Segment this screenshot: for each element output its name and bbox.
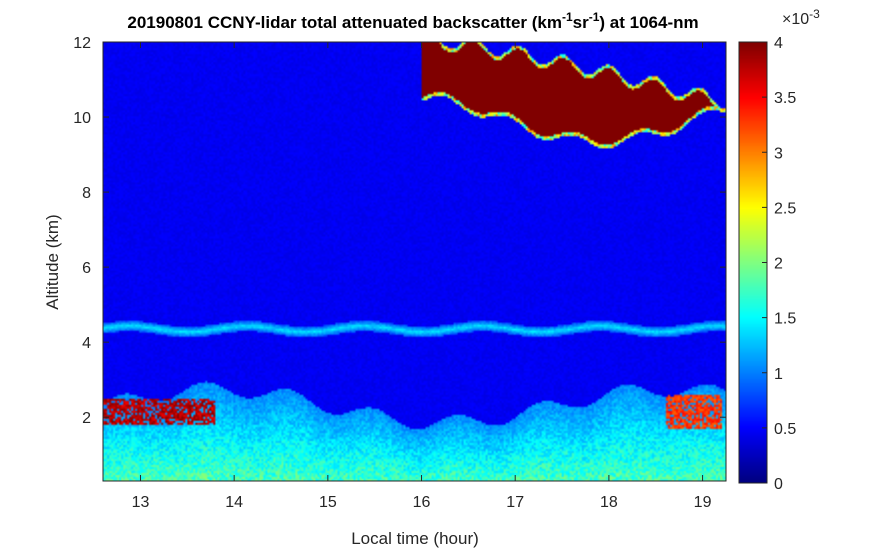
colorbar-tick-label: 3.5 <box>774 90 796 107</box>
colorbar-tick-label: 2.5 <box>774 200 796 217</box>
colorbar-tick-label: 0 <box>774 476 783 493</box>
y-axis-ticks: 2 4 6 8 10 12 <box>73 35 726 427</box>
backscatter-heatmap <box>103 42 726 481</box>
chart-title: 20190801 CCNY-lidar total attenuated bac… <box>127 10 698 32</box>
y-tick-label: 4 <box>82 335 91 352</box>
colorbar-tick-label: 2 <box>774 256 783 273</box>
x-axis-ticks: 13 14 15 16 17 18 19 <box>132 42 712 511</box>
colorbar-tick-label: 4 <box>774 35 783 52</box>
y-tick-label: 6 <box>82 260 91 277</box>
x-tick-label: 17 <box>506 494 524 511</box>
y-tick-label: 2 <box>82 410 91 427</box>
plot-frame <box>102 41 727 482</box>
y-tick-label: 10 <box>73 110 91 127</box>
x-tick-label: 15 <box>319 494 337 511</box>
colorbar-ticks: 0 0.5 1 1.5 2 2.5 3 3.5 4 <box>762 35 796 493</box>
x-tick-label: 18 <box>600 494 618 511</box>
y-tick-label: 12 <box>73 35 91 52</box>
x-tick-label: 14 <box>225 494 243 511</box>
y-axis-label: Altitude (km) <box>43 214 62 309</box>
colorbar-multiplier: ×10-3 <box>782 7 820 28</box>
y-tick-label: 8 <box>82 185 91 202</box>
x-axis-label: Local time (hour) <box>351 529 479 548</box>
colorbar-tick-label: 1 <box>774 366 783 383</box>
x-tick-label: 19 <box>694 494 712 511</box>
colorbar-tick-label: 0.5 <box>774 421 796 438</box>
colorbar-tick-label: 3 <box>774 145 783 162</box>
x-tick-label: 16 <box>413 494 431 511</box>
colorbar-tick-label: 1.5 <box>774 311 796 328</box>
x-tick-label: 13 <box>132 494 150 511</box>
